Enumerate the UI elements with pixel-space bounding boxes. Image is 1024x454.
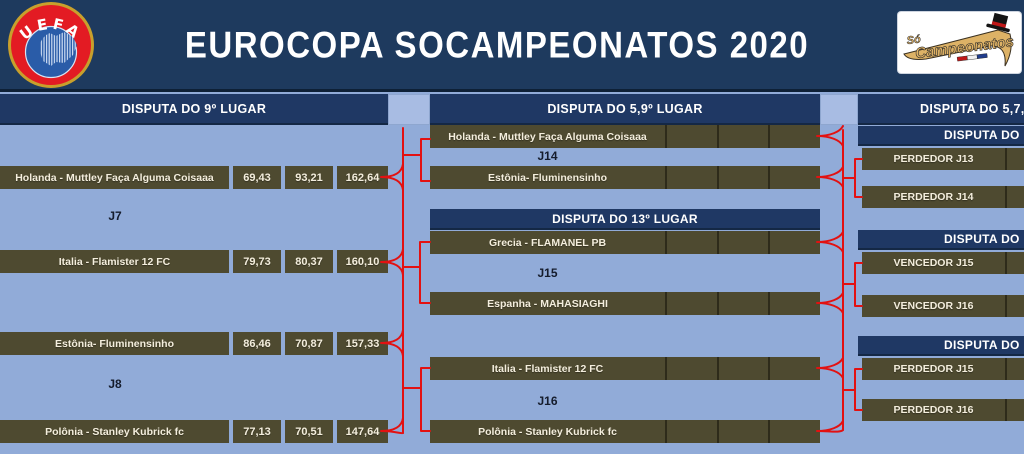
team-row-vencedor-j15: VENCEDOR J15 [862,252,1024,274]
score-cell [665,420,717,443]
score-cell [717,357,768,380]
team-name: PERDEDOR J15 [893,363,974,375]
score-cell-total [768,292,820,315]
score-cell: 79,73 [233,250,281,273]
header-right-group-3: DISPUTA DO 1 [858,336,1024,356]
score-cell-total [768,231,820,254]
score-cell: 70,87 [285,332,333,355]
score-cell [665,357,717,380]
team-name: PERDEDOR J13 [893,153,974,165]
score-cell [1005,186,1024,208]
header-right-group-1: DISPUTA DO [858,126,1024,146]
team-row-grecia-j15: Grecia - FLAMANEL PB [430,231,820,254]
score-cell [665,166,717,189]
score-cell [1005,148,1024,170]
score-cell: 93,21 [285,166,333,189]
score-cell-total [768,357,820,380]
match-label-j14: J14 [537,149,558,163]
score-cell [665,231,717,254]
score-cell [1005,399,1024,421]
score-cell-total [768,166,820,189]
match-label-j7: J7 [108,209,122,223]
team-row-perdedor-j16: PERDEDOR J16 [862,399,1024,421]
column-gap-strip [388,94,430,125]
score-cell [717,420,768,443]
score-cell-total: 162,64 [337,166,388,189]
europe-map [40,32,77,66]
score-cell: 86,46 [233,332,281,355]
score-cell: 70,51 [285,420,333,443]
team-name: Polônia - Stanley Kubrick fc [478,425,617,438]
score-cell: 77,13 [233,420,281,443]
team-row-holanda-j7: Holanda - Muttley Faça Alguma Coisaaa 69… [0,166,388,189]
team-row-estonia-j8: Estônia- Fluminensinho 86,46 70,87 157,3… [0,332,388,355]
match-label-j8: J8 [108,377,122,391]
team-row-perdedor-j14: PERDEDOR J14 [862,186,1024,208]
title-bar: UEFA EUROCOPA SOCAMPEONATOS 2020 Só Camp… [0,0,1024,92]
uefa-logo-icon: UEFA [8,2,94,88]
team-row-espanha-j15: Espanha - MAHASIAGHI [430,292,820,315]
team-name: Italia - Flamister 12 FC [0,250,229,273]
team-row-estonia-j14: Estônia- Fluminensinho [430,166,820,189]
header-disputa-5-9-lugar: DISPUTA DO 5,9º LUGAR [430,94,820,125]
score-cell-total: 160,10 [337,250,388,273]
score-cell [717,125,768,148]
score-cell [1005,358,1024,380]
score-cell-total: 147,64 [337,420,388,443]
partner-flag-stripe [956,53,988,62]
partner-logo-small-text: Só [906,33,922,47]
team-row-italia-j16: Italia - Flamister 12 FC [430,357,820,380]
team-name: VENCEDOR J16 [893,300,974,312]
team-row-perdedor-j13: PERDEDOR J13 [862,148,1024,170]
partner-logo: Só Campeonatos [898,12,1021,73]
match-label-j15: J15 [537,266,558,280]
score-cell-total [768,420,820,443]
header-disputa-9-lugar: DISPUTA DO 9º LUGAR [0,94,388,125]
team-row-vencedor-j16: VENCEDOR J16 [862,295,1024,317]
score-cell [717,292,768,315]
page-title: EUROCOPA SOCAMPEONATOS 2020 [184,24,810,66]
team-name: Holanda - Muttley Faça Alguma Coisaaa [0,166,229,189]
score-cell: 80,37 [285,250,333,273]
team-name: Estônia- Fluminensinho [0,332,229,355]
partner-logo-icon: Só Campeonatos [903,12,1015,67]
team-name: Espanha - MAHASIAGHI [487,297,608,310]
team-name: Grecia - FLAMANEL PB [488,236,607,249]
header-disputa-13-lugar: DISPUTA DO 13º LUGAR [430,209,820,230]
team-name: Estônia- Fluminensinho [487,171,607,184]
team-name: Polônia - Stanley Kubrick fc [0,420,229,443]
header-disputa-5-7-9: DISPUTA DO 5,7,9 [858,94,1024,125]
team-name: VENCEDOR J15 [893,257,974,269]
team-name: PERDEDOR J16 [893,404,974,416]
team-row-polonia-j16: Polônia - Stanley Kubrick fc [430,420,820,443]
score-cell-total: 157,33 [337,332,388,355]
team-row-holanda-j14: Holanda - Muttley Faça Alguma Coisaaa [430,125,820,148]
team-name: PERDEDOR J14 [893,191,974,203]
team-row-perdedor-j15: PERDEDOR J15 [862,358,1024,380]
score-cell [1005,295,1024,317]
match-label-j16: J16 [537,394,558,408]
score-cell [665,125,717,148]
column-gap-strip [820,94,858,125]
score-cell [665,292,717,315]
team-row-italia-j7: Italia - Flamister 12 FC 79,73 80,37 160… [0,250,388,273]
header-right-group-2: DISPUTA DO 1 [858,230,1024,250]
team-row-polonia-j8: Polônia - Stanley Kubrick fc 77,13 70,51… [0,420,388,443]
score-cell: 69,43 [233,166,281,189]
partner-swoosh [903,29,1012,67]
team-name: Italia - Flamister 12 FC [491,362,604,375]
score-cell [717,166,768,189]
team-name: Holanda - Muttley Faça Alguma Coisaaa [448,130,647,143]
score-cell [717,231,768,254]
score-cell-total [768,125,820,148]
top-hat-icon [986,12,1010,33]
score-cell [1005,252,1024,274]
